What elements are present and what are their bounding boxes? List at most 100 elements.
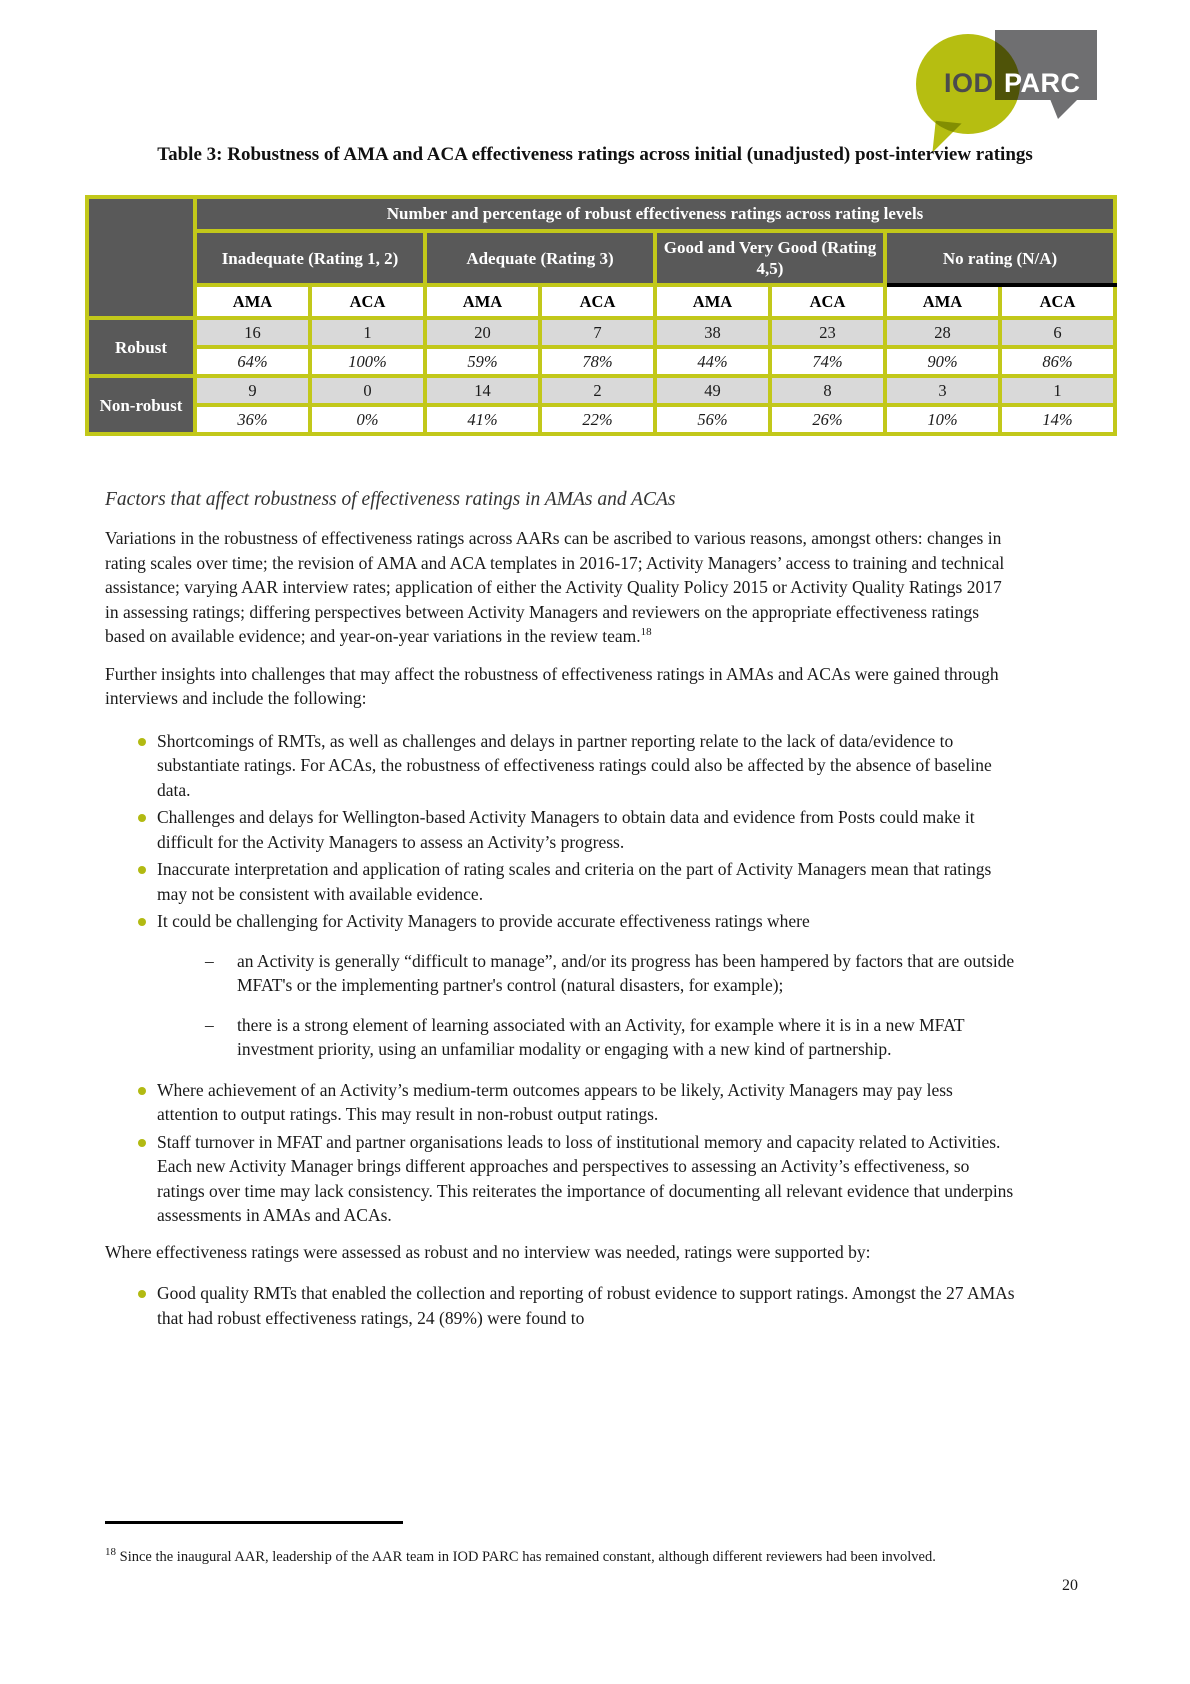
- logo-green-bubble-tail: [932, 120, 962, 156]
- list-item-text: Inaccurate interpretation and applicatio…: [157, 859, 992, 904]
- list-item-text: It could be challenging for Activity Man…: [157, 911, 810, 931]
- count-cell: 7: [538, 316, 657, 349]
- dash-icon: –: [205, 1014, 214, 1035]
- list-item-text: Staff turnover in MFAT and partner organ…: [157, 1131, 1014, 1226]
- count-cell: 3: [883, 374, 1002, 407]
- count-cell: 6: [997, 316, 1118, 349]
- list-item-text: Shortcomings of RMTs, as well as challen…: [157, 730, 992, 800]
- ratings-table: Number and percentage of robust effectiv…: [85, 195, 1118, 436]
- bullet-list: Where achievement of an Activity’s mediu…: [105, 1078, 1018, 1228]
- footnote-divider: [105, 1521, 403, 1524]
- count-cell: 2: [538, 374, 657, 407]
- count-cell: 49: [653, 374, 772, 407]
- group-header-inadequate: Inadequate (Rating 1, 2): [193, 229, 427, 287]
- percent-cell: 0%: [308, 403, 427, 436]
- table-title: Table 3: Robustness of AMA and ACA effec…: [157, 144, 1033, 165]
- list-item: Challenges and delays for Wellington-bas…: [105, 805, 1018, 854]
- list-item: Inaccurate interpretation and applicatio…: [105, 857, 1018, 906]
- page-number: 20: [1062, 1577, 1078, 1594]
- col-header-cell: ACA: [308, 283, 427, 320]
- paragraph-text: Variations in the robustness of effectiv…: [105, 528, 1005, 646]
- percent-cell: 26%: [768, 403, 887, 436]
- count-cell: 0: [308, 374, 427, 407]
- bullet-icon: [138, 1138, 146, 1147]
- footnote-ref: 18: [640, 626, 652, 639]
- percent-cell: 14%: [997, 403, 1118, 436]
- bullet-icon: [138, 918, 146, 926]
- section-heading: Factors that affect robustness of effect…: [105, 489, 676, 510]
- count-cell: 8: [768, 374, 887, 407]
- count-cell: 20: [423, 316, 542, 349]
- paragraph: Further insights into challenges that ma…: [105, 663, 999, 709]
- bullet-icon: [138, 866, 146, 874]
- sub-list-item: – there is a strong element of learning …: [105, 1013, 1018, 1062]
- list-item-text: an Activity is generally “difficult to m…: [237, 950, 1015, 996]
- paragraph: Where effectiveness ratings were assesse…: [105, 1241, 871, 1262]
- percent-cell: 74%: [768, 345, 887, 378]
- percent-cell: 10%: [883, 403, 1002, 436]
- sub-list-item: – an Activity is generally “difficult to…: [105, 949, 1018, 998]
- bullet-icon: [138, 1290, 146, 1298]
- col-header-cell: AMA: [883, 283, 1002, 320]
- group-header-no-rating: No rating (N/A): [882, 229, 1118, 287]
- count-cell: 14: [423, 374, 542, 407]
- list-item-text: there is a strong element of learning as…: [237, 1014, 965, 1060]
- list-item: Shortcomings of RMTs, as well as challen…: [105, 729, 1018, 803]
- col-header-cell: AMA: [653, 283, 772, 320]
- percent-cell: 22%: [538, 403, 657, 436]
- table-span-header: Number and percentage of robust effectiv…: [192, 195, 1118, 233]
- count-cell: 28: [883, 316, 1002, 349]
- footnote-marker: 18: [105, 1545, 116, 1558]
- count-cell: 1: [997, 374, 1118, 407]
- percent-cell: 41%: [423, 403, 542, 436]
- col-header-cell: AMA: [193, 283, 312, 320]
- sub-bullet-list: – an Activity is generally “difficult to…: [105, 949, 1018, 1062]
- count-cell: 16: [193, 316, 312, 349]
- percent-cell: 90%: [883, 345, 1002, 378]
- count-cell: 38: [653, 316, 772, 349]
- bullet-list: Good quality RMTs that enabled the colle…: [105, 1281, 1018, 1330]
- bullet-list: Shortcomings of RMTs, as well as challen…: [105, 729, 1018, 934]
- row-label-non-robust: Non-robust: [85, 374, 197, 436]
- percent-cell: 64%: [193, 345, 312, 378]
- list-item: Good quality RMTs that enabled the colle…: [105, 1281, 1018, 1330]
- logo-gray-bubble-tail: [1050, 99, 1078, 119]
- list-item-text: Where achievement of an Activity’s mediu…: [157, 1079, 953, 1125]
- percent-cell: 59%: [423, 345, 542, 378]
- col-header-cell: ACA: [538, 283, 657, 320]
- list-item-text: Challenges and delays for Wellington-bas…: [157, 807, 975, 852]
- col-header-cell: ACA: [768, 283, 887, 320]
- percent-cell: 100%: [308, 345, 427, 378]
- list-item: Staff turnover in MFAT and partner organ…: [105, 1130, 1018, 1228]
- paragraph: Variations in the robustness of effectiv…: [105, 526, 1018, 649]
- count-cell: 9: [193, 374, 312, 407]
- percent-cell: 44%: [653, 345, 772, 378]
- footnote: 18 Since the inaugural AAR, leadership o…: [105, 1545, 1005, 1568]
- col-header-cell: ACA: [997, 283, 1118, 320]
- logo-text-iod: IOD: [944, 68, 994, 98]
- percent-cell: 56%: [653, 403, 772, 436]
- group-header-good: Good and Very Good (Rating 4,5): [653, 229, 887, 287]
- list-item: It could be challenging for Activity Man…: [105, 909, 1018, 934]
- list-item-text: Good quality RMTs that enabled the colle…: [157, 1283, 1015, 1328]
- logo-green-bubble: [916, 34, 1020, 134]
- row-label-robust: Robust: [85, 316, 197, 378]
- bullet-icon: [138, 737, 146, 746]
- percent-cell: 36%: [193, 403, 312, 436]
- corner-cell: [85, 195, 197, 320]
- logo-text-parc: PARC: [1004, 68, 1081, 98]
- bullet-icon: [138, 814, 146, 822]
- body-column: Factors that affect robustness of effect…: [105, 487, 1018, 1333]
- list-item: Where achievement of an Activity’s mediu…: [105, 1078, 1018, 1127]
- footnote-text: Since the inaugural AAR, leadership of t…: [119, 1548, 936, 1565]
- count-cell: 1: [308, 316, 427, 349]
- dash-icon: –: [205, 950, 214, 971]
- group-header-adequate: Adequate (Rating 3): [423, 229, 657, 287]
- bullet-icon: [138, 1086, 146, 1095]
- percent-cell: 86%: [997, 345, 1118, 378]
- percent-cell: 78%: [538, 345, 657, 378]
- count-cell: 23: [768, 316, 887, 349]
- col-header-cell: AMA: [423, 283, 542, 320]
- iod-parc-logo: IOD PARC: [916, 28, 1106, 156]
